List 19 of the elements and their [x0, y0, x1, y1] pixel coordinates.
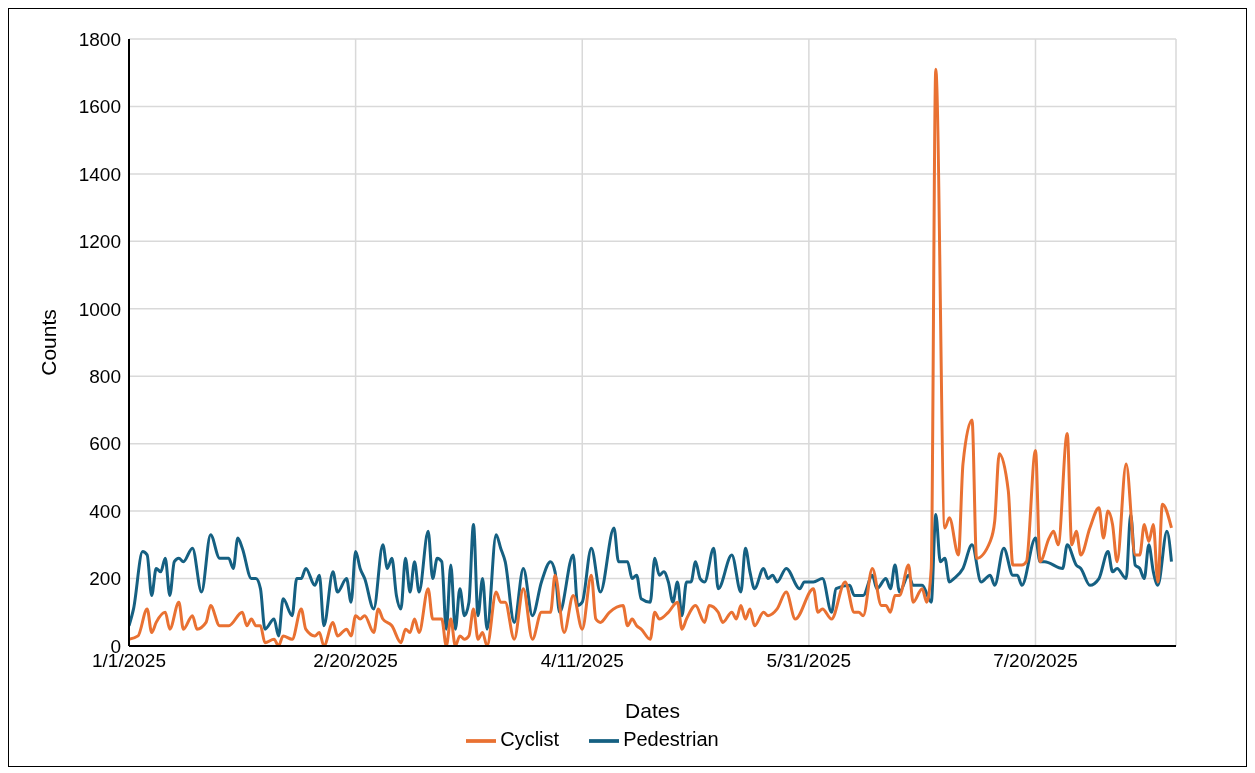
- legend-label: Cyclist: [500, 728, 560, 751]
- y-tick-label: 800: [89, 365, 121, 387]
- y-tick-label: 1400: [78, 163, 121, 185]
- x-tick-label: 2/20/2025: [313, 650, 398, 672]
- y-axis-title: Counts: [37, 309, 61, 376]
- line-series: [129, 512, 1173, 638]
- y-tick-label: 400: [89, 500, 121, 522]
- y-tick-label: 600: [89, 433, 121, 455]
- y-tick-label: 1200: [78, 231, 121, 253]
- y-tick-label: 1800: [78, 28, 121, 50]
- x-tick-label: 4/11/2025: [540, 650, 624, 672]
- legend-label: Pedestrian: [623, 728, 719, 751]
- line-series: [129, 67, 1173, 646]
- y-tick-label: 1600: [78, 96, 121, 118]
- x-axis-title: Dates: [625, 699, 680, 722]
- x-tick-label: 5/31/2025: [766, 650, 852, 672]
- y-tick-label: 1000: [78, 298, 121, 320]
- x-tick-label: 7/20/2025: [993, 650, 1078, 672]
- y-tick-label: 200: [89, 568, 121, 590]
